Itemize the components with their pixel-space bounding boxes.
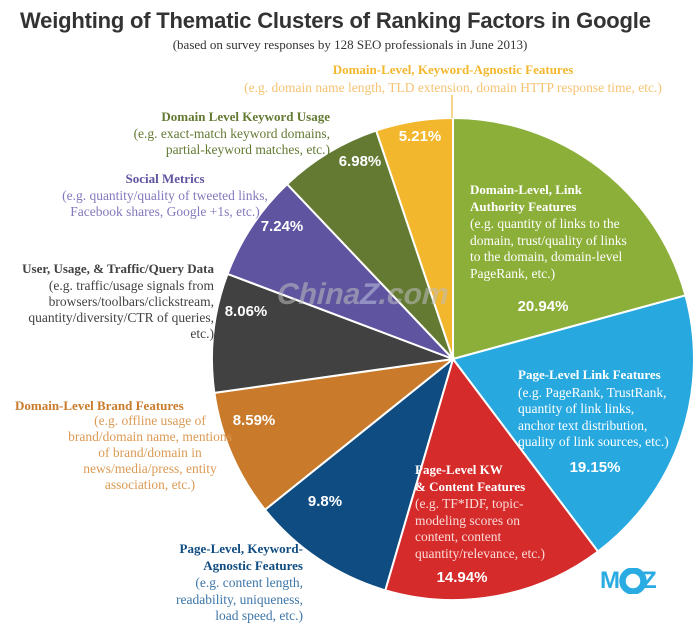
svg-text:9.8%: 9.8% <box>308 493 342 510</box>
svg-text:6.98%: 6.98% <box>339 153 382 170</box>
svg-text:5.21%: 5.21% <box>399 128 442 145</box>
svg-text:7.24%: 7.24% <box>261 218 304 235</box>
svg-text:14.94%: 14.94% <box>437 569 488 586</box>
svg-text:8.06%: 8.06% <box>225 303 268 320</box>
svg-text:Z: Z <box>642 568 656 594</box>
svg-text:20.94%: 20.94% <box>518 298 569 315</box>
svg-text:M: M <box>600 568 619 594</box>
